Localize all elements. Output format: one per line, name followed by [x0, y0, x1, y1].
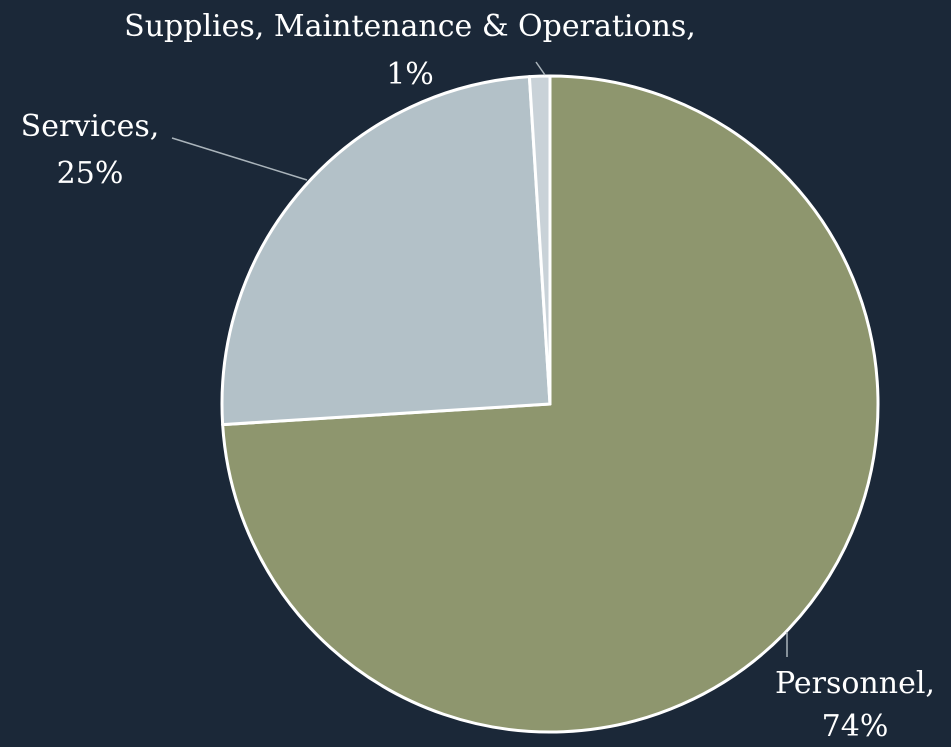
slice-value-label: 1% [386, 57, 434, 92]
leader-line [535, 61, 546, 76]
pie-slice [220, 75, 552, 427]
slice-value-label: 25% [57, 156, 124, 191]
slice-label: Services, [21, 109, 160, 144]
slice-value-label: 74% [822, 709, 889, 744]
slice-label: Personnel, [775, 666, 935, 701]
slice-label: Supplies, Maintenance & Operations, [124, 9, 696, 44]
leader-line [171, 137, 308, 181]
pie-slice [527, 74, 552, 406]
